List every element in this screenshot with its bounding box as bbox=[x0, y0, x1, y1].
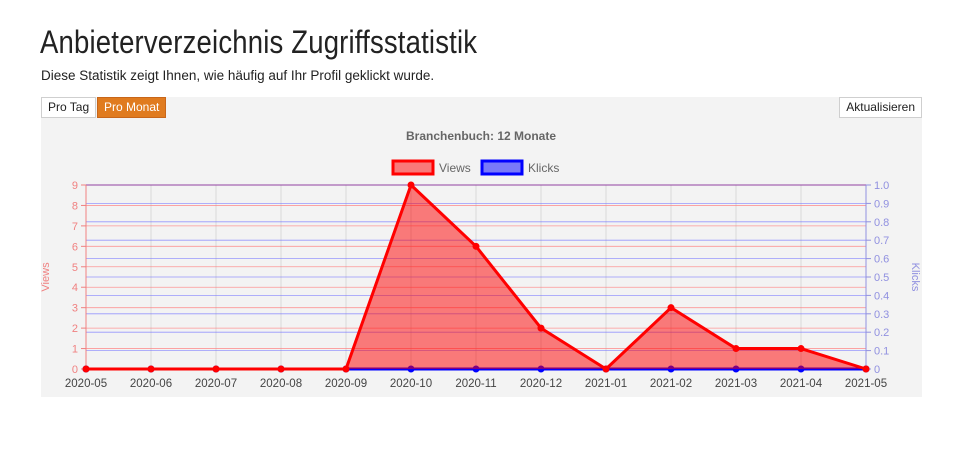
data-point-views bbox=[537, 324, 545, 332]
chart-series bbox=[82, 181, 870, 373]
page-title: Anbieterverzeichnis Zugriffsstatistik bbox=[40, 24, 478, 60]
x-tick-label: 2020-09 bbox=[325, 378, 367, 390]
legend-item-views[interactable]: Views bbox=[391, 159, 471, 176]
x-tick-label: 2021-03 bbox=[715, 378, 757, 390]
y-tick-label-left: 5 bbox=[72, 262, 78, 274]
statistics-panel: Pro Tag Pro Monat Aktualisieren Branchen… bbox=[40, 97, 922, 397]
legend-item-clicks[interactable]: Klicks bbox=[480, 159, 559, 176]
y-axis-label-right: Klicks bbox=[909, 263, 921, 292]
y-tick-label-right: 0.9 bbox=[874, 198, 889, 210]
y-tick-label-right: 0 bbox=[874, 364, 880, 376]
chart-title: Branchenbuch: 12 Monate bbox=[406, 129, 556, 143]
data-point-views bbox=[407, 181, 415, 189]
y-tick-label-right: 0.6 bbox=[874, 254, 889, 266]
x-tick-label: 2020-07 bbox=[195, 378, 237, 390]
x-tick-label: 2020-10 bbox=[390, 378, 432, 390]
y-tick-label-left: 3 bbox=[72, 303, 78, 315]
data-point-views bbox=[862, 365, 870, 373]
x-tick-label: 2020-05 bbox=[65, 378, 107, 390]
per-day-button[interactable]: Pro Tag bbox=[41, 97, 97, 118]
page-subtitle: Diese Statistik zeigt Ihnen, wie häufig … bbox=[41, 68, 435, 83]
y-tick-label-right: 0.3 bbox=[874, 309, 889, 321]
per-month-button[interactable]: Pro Monat bbox=[97, 97, 167, 118]
x-tick-label: 2021-05 bbox=[845, 378, 887, 390]
y-tick-label-left: 0 bbox=[72, 364, 78, 376]
x-tick-label: 2020-08 bbox=[260, 378, 302, 390]
refresh-button[interactable]: Aktualisieren bbox=[839, 97, 922, 118]
x-tick-label: 2021-02 bbox=[650, 378, 692, 390]
y-tick-label-left: 9 bbox=[72, 180, 78, 192]
data-point-views bbox=[472, 242, 480, 250]
data-point-views bbox=[212, 365, 220, 373]
legend: Views Klicks bbox=[391, 159, 559, 176]
legend-swatch-views bbox=[391, 159, 435, 176]
y-tick-label-right: 1.0 bbox=[874, 180, 889, 192]
x-tick-label: 2020-11 bbox=[455, 378, 496, 390]
y-tick-label-right: 0.5 bbox=[874, 272, 889, 284]
y-axis-label-left: Views bbox=[41, 262, 52, 292]
y-tick-label-left: 6 bbox=[72, 241, 78, 253]
data-point-views bbox=[602, 365, 610, 373]
data-point-views bbox=[667, 304, 675, 312]
y-tick-label-right: 0.2 bbox=[874, 327, 889, 339]
x-tick-label: 2021-04 bbox=[780, 378, 823, 390]
data-point-views bbox=[732, 345, 740, 353]
y-tick-label-left: 7 bbox=[72, 221, 78, 233]
statistics-chart: Branchenbuch: 12 Monate Views Klicks 0 1 2… bbox=[40, 129, 921, 390]
series-area-views bbox=[86, 185, 866, 369]
y-tick-label-left: 8 bbox=[72, 200, 78, 212]
x-tick-label: 2020-12 bbox=[520, 378, 562, 390]
y-tick-label-left: 2 bbox=[72, 323, 78, 335]
y-tick-label-right: 0.8 bbox=[874, 217, 889, 229]
data-point-views bbox=[342, 365, 350, 373]
y-tick-label-left: 1 bbox=[72, 344, 78, 356]
data-point-views bbox=[797, 345, 805, 353]
y-tick-label-left: 4 bbox=[72, 282, 78, 294]
data-point-views bbox=[277, 365, 285, 373]
x-tick-label: 2020-06 bbox=[130, 378, 172, 390]
legend-label-views: Views bbox=[439, 161, 471, 175]
x-tick-label: 2021-01 bbox=[585, 378, 627, 390]
y-tick-label-right: 0.7 bbox=[874, 235, 889, 247]
data-point-views bbox=[147, 365, 155, 373]
legend-swatch-clicks bbox=[480, 159, 524, 176]
y-tick-label-right: 0.4 bbox=[874, 290, 889, 302]
y-tick-label-right: 0.1 bbox=[874, 346, 889, 358]
data-point-views bbox=[82, 365, 90, 373]
legend-label-clicks: Klicks bbox=[528, 161, 559, 175]
